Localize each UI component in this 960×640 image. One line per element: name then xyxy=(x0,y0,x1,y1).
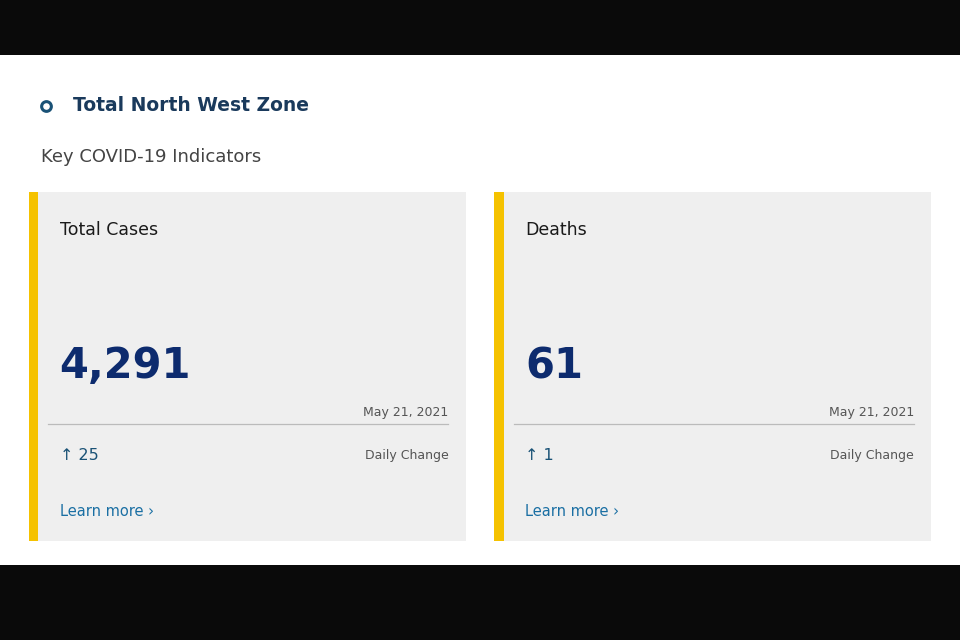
Text: Total North West Zone: Total North West Zone xyxy=(73,96,309,115)
Text: 61: 61 xyxy=(525,346,583,387)
Bar xyxy=(29,192,38,541)
Bar xyxy=(38,192,466,541)
Bar xyxy=(504,192,931,541)
Text: 4,291: 4,291 xyxy=(60,346,191,387)
Text: Learn more ›: Learn more › xyxy=(525,504,619,520)
Text: Deaths: Deaths xyxy=(525,221,587,239)
Text: Daily Change: Daily Change xyxy=(365,449,448,462)
Text: ↑ 1: ↑ 1 xyxy=(525,448,554,463)
Text: Daily Change: Daily Change xyxy=(830,449,914,462)
Text: May 21, 2021: May 21, 2021 xyxy=(828,406,914,419)
Text: Key COVID-19 Indicators: Key COVID-19 Indicators xyxy=(41,148,261,166)
Text: ↑ 25: ↑ 25 xyxy=(60,448,98,463)
Text: May 21, 2021: May 21, 2021 xyxy=(363,406,448,419)
Text: Learn more ›: Learn more › xyxy=(60,504,154,520)
Bar xyxy=(494,192,504,541)
Text: Total Cases: Total Cases xyxy=(60,221,157,239)
